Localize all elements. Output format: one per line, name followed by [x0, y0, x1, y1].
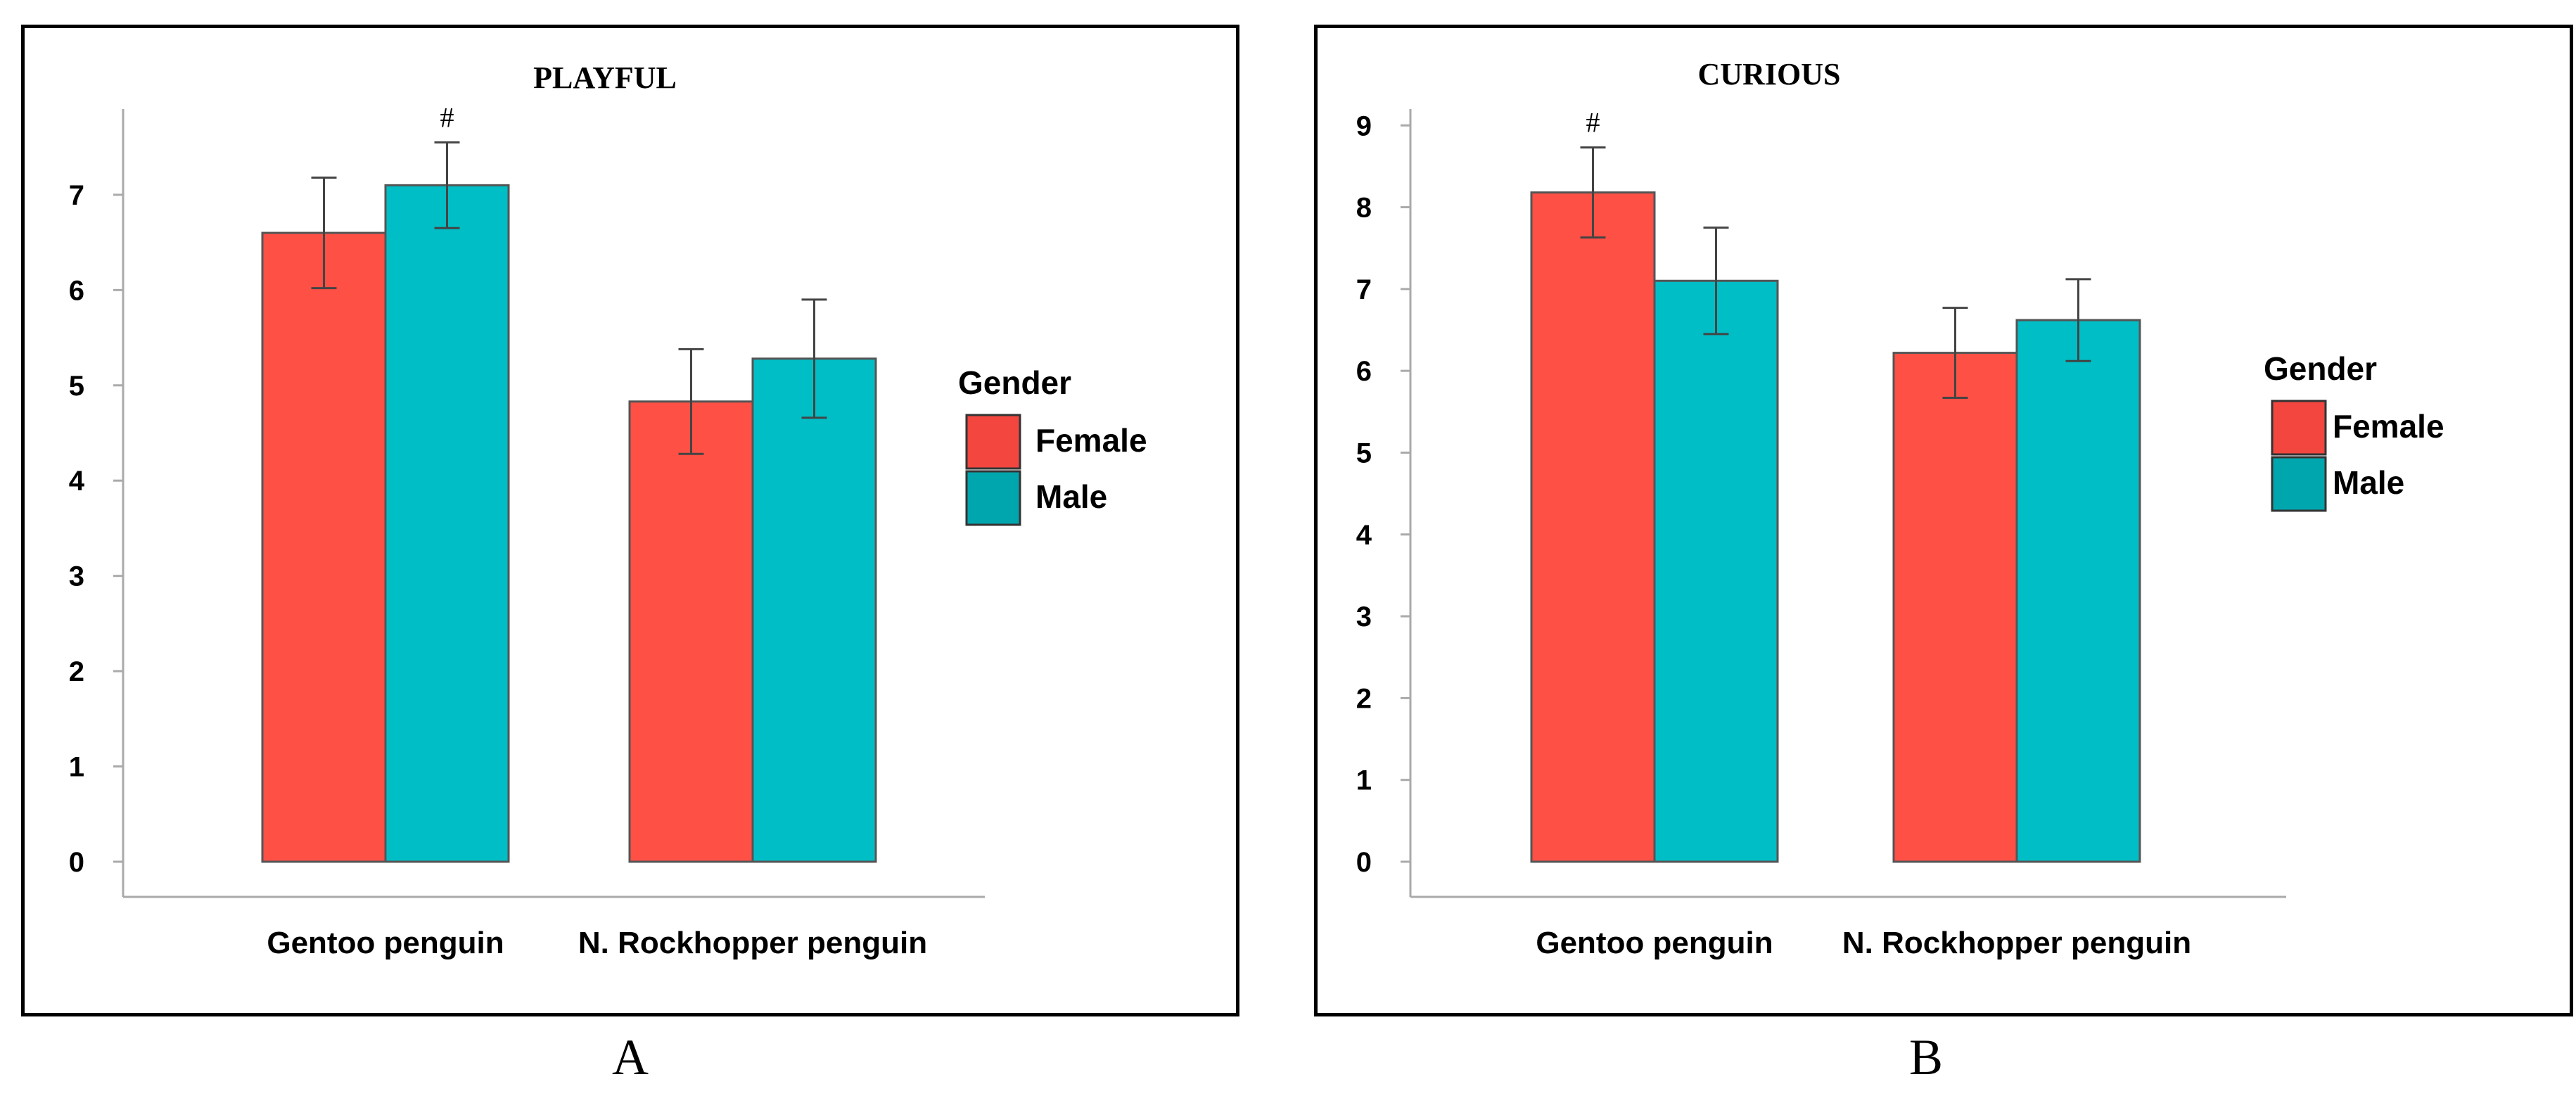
chart-b-category-label: N. Rockhopper penguin [1842, 926, 2191, 960]
chart-b-y-tick-label: 3 [1356, 601, 1372, 632]
chart-a-y-tick-label: 6 [69, 275, 84, 306]
chart-b-y-tick-label: 9 [1356, 110, 1372, 141]
chart-a-bar-male-1 [751, 357, 877, 863]
chart-a-title: PLAYFUL [533, 60, 677, 95]
chart-b-bar-female-0 [1530, 191, 1656, 863]
chart-a-bar-male-0 [384, 184, 510, 863]
chart-b-legend-title: Gender [2264, 350, 2377, 387]
chart-b-legend-swatch-male [2271, 456, 2327, 512]
chart-b-y-tick-label: 4 [1356, 520, 1372, 551]
chart-b-title: CURIOUS [1698, 57, 1841, 91]
panel-label-a: A [612, 1029, 649, 1085]
chart-a-y-tick-label: 4 [69, 466, 85, 497]
chart-a-legend-label-female: Female [1035, 422, 1147, 459]
chart-b-y-tick-label: 8 [1356, 193, 1372, 224]
chart-b-y-tick-label: 0 [1356, 847, 1372, 878]
chart-b-legend-label-male: Male [2333, 464, 2404, 501]
chart-b-legend-label-female: Female [2333, 408, 2444, 445]
chart-b-significance-mark: # [1586, 107, 1600, 139]
chart-b-bar-male-0 [1653, 279, 1779, 863]
chart-a-y-tick-label: 2 [69, 656, 84, 687]
chart-a-legend-swatch-male [965, 470, 1021, 526]
chart-a-y-tick-label: 7 [69, 180, 84, 211]
chart-a-y-tick-label: 0 [69, 847, 84, 878]
chart-b-y-tick-label: 7 [1356, 274, 1372, 305]
chart-b-y-tick-label: 1 [1356, 765, 1372, 796]
chart-b-legend-swatch-female [2271, 400, 2327, 456]
chart-a-category-label: N. Rockhopper penguin [578, 926, 927, 960]
chart-b-y-tick-label: 5 [1356, 438, 1372, 468]
chart-a-significance-mark: # [440, 101, 454, 133]
panel-label-b: B [1908, 1029, 1944, 1085]
chart-a-legend-swatch-female [965, 414, 1021, 470]
chart-a-y-tick-label: 5 [69, 371, 84, 402]
chart-a-y-tick-label: 3 [69, 561, 84, 592]
chart-a-y-tick-label: 1 [69, 752, 84, 783]
chart-b-y-tick-label: 6 [1356, 356, 1372, 387]
chart-a-bar-female-0 [261, 231, 387, 863]
chart-b-bar-female-1 [1892, 352, 2018, 863]
chart-b-category-label: Gentoo penguin [1536, 926, 1773, 960]
chart-a-legend-label-male: Male [1035, 478, 1107, 515]
chart-a-category-label: Gentoo penguin [267, 926, 504, 960]
chart-a-bar-female-1 [628, 400, 754, 863]
chart-a-legend-title: Gender [958, 364, 1071, 401]
chart-b-bar-male-1 [2015, 319, 2141, 863]
chart-b-y-tick-label: 2 [1356, 683, 1372, 714]
